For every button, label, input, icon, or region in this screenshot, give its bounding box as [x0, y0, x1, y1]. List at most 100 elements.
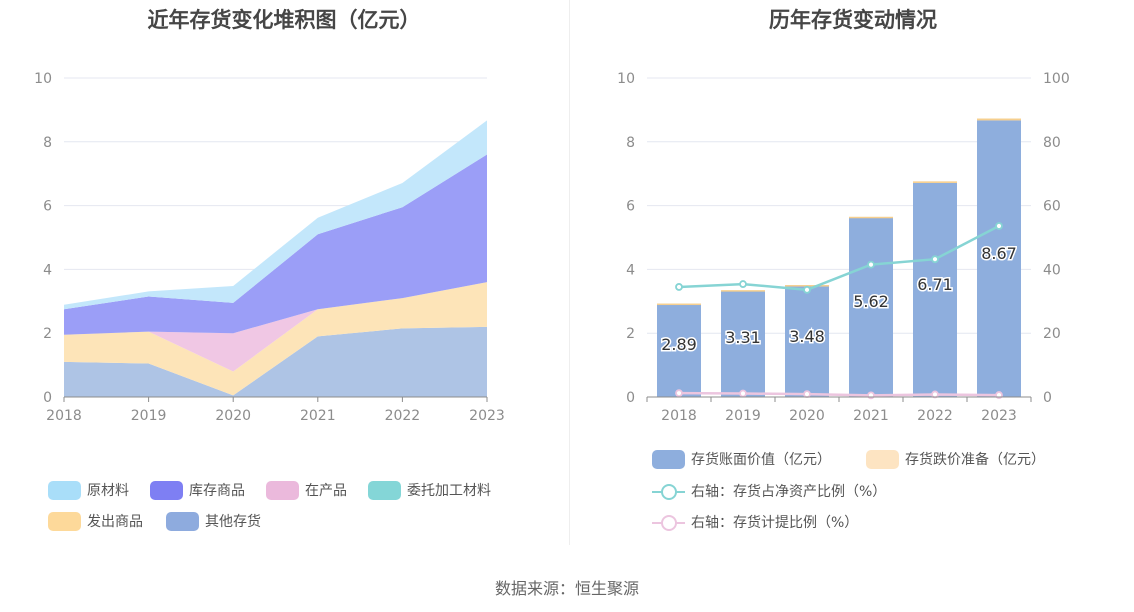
x-tick-label: 2023	[981, 408, 1017, 424]
bar-impairment	[657, 303, 701, 306]
line-point	[803, 390, 811, 399]
right-chart-title: 历年存货变动情况	[769, 8, 937, 32]
legend-item[interactable]: 右轴：存货占净资产比例（%）	[652, 481, 886, 501]
legend-item[interactable]: 委托加工材料	[368, 480, 491, 500]
line-point	[675, 389, 683, 398]
legend-item[interactable]: 发出商品	[48, 511, 143, 531]
bar-value-label: 6.71	[917, 275, 953, 294]
x-tick-label: 2021	[300, 408, 336, 424]
bar-book-value	[785, 285, 829, 397]
area-其他存货	[64, 326, 487, 397]
y-tick-label: 4	[626, 262, 635, 278]
y-tick-label: 8	[43, 135, 52, 151]
legend-label: 右轴：存货占净资产比例（%）	[691, 484, 887, 500]
bar-impairment	[849, 216, 893, 219]
legend-swatch	[166, 511, 199, 531]
stacked-area-chart: 0 2 4 6 8 10 2018 2019 2020 2021 2022 2023	[34, 71, 505, 424]
bar-impairment	[913, 181, 957, 183]
y2-tick-label: 60	[1043, 199, 1061, 215]
area-在产品	[64, 282, 487, 372]
legend-label: 右轴：存货计提比例（%）	[691, 515, 859, 531]
x-tick-label: 2021	[853, 408, 889, 424]
x-tick-label: 2022	[917, 408, 953, 424]
bar-value-label: 3.48	[789, 327, 825, 346]
bar-book-value	[977, 120, 1021, 397]
bar-impairment	[785, 285, 829, 287]
legend-item[interactable]: 库存商品	[150, 480, 245, 500]
x-tick-label: 2018	[661, 408, 697, 424]
y2-tick-label: 40	[1043, 262, 1061, 278]
legend-item[interactable]: 其他存货	[166, 511, 261, 531]
legend-item[interactable]: 右轴：存货计提比例（%）	[652, 512, 858, 532]
legend-marker	[661, 514, 677, 531]
bar-impairment	[977, 118, 1021, 121]
y-tick-label: 10	[617, 71, 635, 87]
area-库存商品	[64, 154, 487, 335]
y-tick-label: 2	[43, 326, 52, 342]
legend-label: 库存商品	[189, 483, 245, 499]
left-chart-title: 近年存货变化堆积图（亿元）	[147, 8, 421, 32]
legend-label: 发出商品	[87, 514, 143, 530]
y-tick-label: 10	[34, 71, 52, 87]
legend-swatch	[266, 480, 299, 500]
y2-tick-label: 0	[1043, 390, 1052, 406]
data-source-note: 数据来源：恒生聚源	[494, 579, 639, 598]
bar-book-value	[849, 217, 893, 397]
legend-swatch	[150, 480, 183, 500]
legend-marker	[661, 483, 677, 500]
legend-swatch	[368, 480, 401, 500]
line-point	[675, 283, 683, 291]
legend-item[interactable]: 存货跌价准备（亿元）	[866, 449, 1045, 469]
line-point	[995, 222, 1003, 230]
line-point	[867, 260, 875, 269]
legend-swatch	[866, 449, 899, 469]
legend-swatch	[652, 449, 685, 469]
line-右轴：存货计提比例（%）	[678, 391, 1000, 397]
legend-label: 存货账面价值（亿元）	[691, 452, 831, 468]
line-point	[867, 391, 875, 400]
y-tick-label: 6	[626, 199, 635, 215]
line-point	[739, 280, 747, 288]
y2-tick-label: 80	[1043, 135, 1061, 151]
y-tick-label: 8	[626, 135, 635, 151]
x-tick-label: 2019	[725, 408, 761, 424]
area-发出商品	[64, 282, 487, 396]
legend-swatch	[48, 511, 81, 531]
legend-item[interactable]: 存货账面价值（亿元）	[652, 449, 831, 469]
y-tick-label: 0	[626, 390, 635, 406]
legend-swatch	[652, 482, 685, 501]
legend-label: 存货跌价准备（亿元）	[905, 452, 1045, 468]
bar-book-value	[657, 304, 701, 397]
panel-divider	[569, 0, 570, 545]
x-tick-label: 2018	[46, 408, 82, 424]
x-tick-label: 2020	[789, 408, 825, 424]
bar-value-label: 2.89	[661, 335, 697, 354]
stacked-area-chart-panel: 近年存货变化堆积图（亿元） 0 2 4 6 8 10 2018 2019 2020 2021 202…	[0, 0, 568, 560]
legend-label: 原材料	[87, 483, 129, 499]
y-tick-label: 2	[626, 326, 635, 342]
legend-label: 在产品	[305, 483, 347, 499]
x-tick-label: 2022	[385, 408, 421, 424]
legend-label: 其他存货	[205, 514, 261, 530]
y-tick-label: 0	[43, 390, 52, 406]
line-point	[803, 285, 811, 294]
bar-value-label: 3.31	[725, 328, 761, 347]
bar-book-value	[721, 291, 765, 397]
legend-label: 委托加工材料	[407, 483, 491, 499]
x-tick-label: 2023	[469, 408, 505, 424]
bar-value-label: 5.62	[853, 292, 889, 311]
legend-item[interactable]: 原材料	[48, 480, 129, 500]
line-point	[739, 389, 747, 398]
x-tick-label: 2019	[131, 408, 167, 424]
y-tick-label: 4	[43, 262, 52, 278]
y-tick-label: 6	[43, 199, 52, 215]
legend-item[interactable]: 在产品	[266, 480, 347, 500]
line-point	[931, 255, 939, 264]
bar-value-label: 8.67	[981, 244, 1017, 263]
y2-tick-label: 20	[1043, 326, 1061, 342]
x-tick-label: 2020	[215, 408, 251, 424]
bar-impairment	[721, 290, 765, 292]
bar-line-chart-panel: 历年存货变动情况 0 2 4 6 8 10 0 20 40 60 80 100 2.89 3.31 3.48…	[572, 0, 1134, 560]
bar-book-value	[913, 182, 957, 397]
